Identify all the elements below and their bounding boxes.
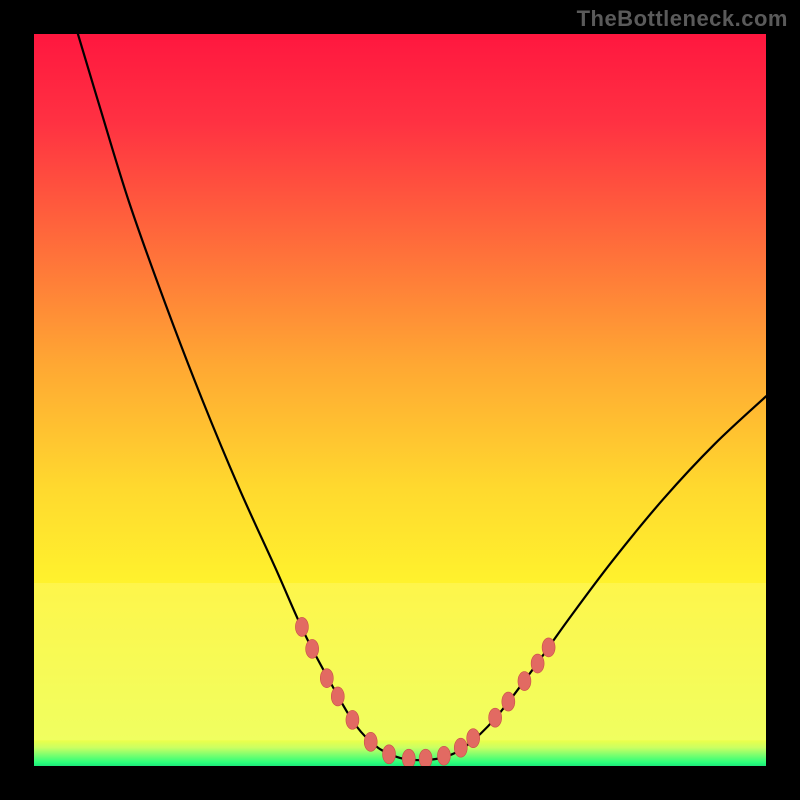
data-marker (542, 638, 555, 657)
data-marker (454, 738, 467, 757)
pale-band (34, 583, 766, 740)
data-marker (306, 639, 319, 658)
data-marker (419, 749, 432, 766)
data-marker (531, 654, 544, 673)
data-marker (437, 746, 450, 765)
data-marker (383, 745, 396, 764)
watermark-text: TheBottleneck.com (577, 6, 788, 32)
data-marker (467, 729, 480, 748)
data-marker (320, 669, 333, 688)
data-marker (331, 687, 344, 706)
data-marker (518, 672, 531, 691)
data-marker (346, 710, 359, 729)
plot-area (34, 34, 766, 766)
data-marker (402, 749, 415, 766)
data-marker (364, 732, 377, 751)
plot-svg (34, 34, 766, 766)
data-marker (502, 692, 515, 711)
data-marker (489, 708, 502, 727)
data-marker (295, 617, 308, 636)
chart-frame: TheBottleneck.com (0, 0, 800, 800)
